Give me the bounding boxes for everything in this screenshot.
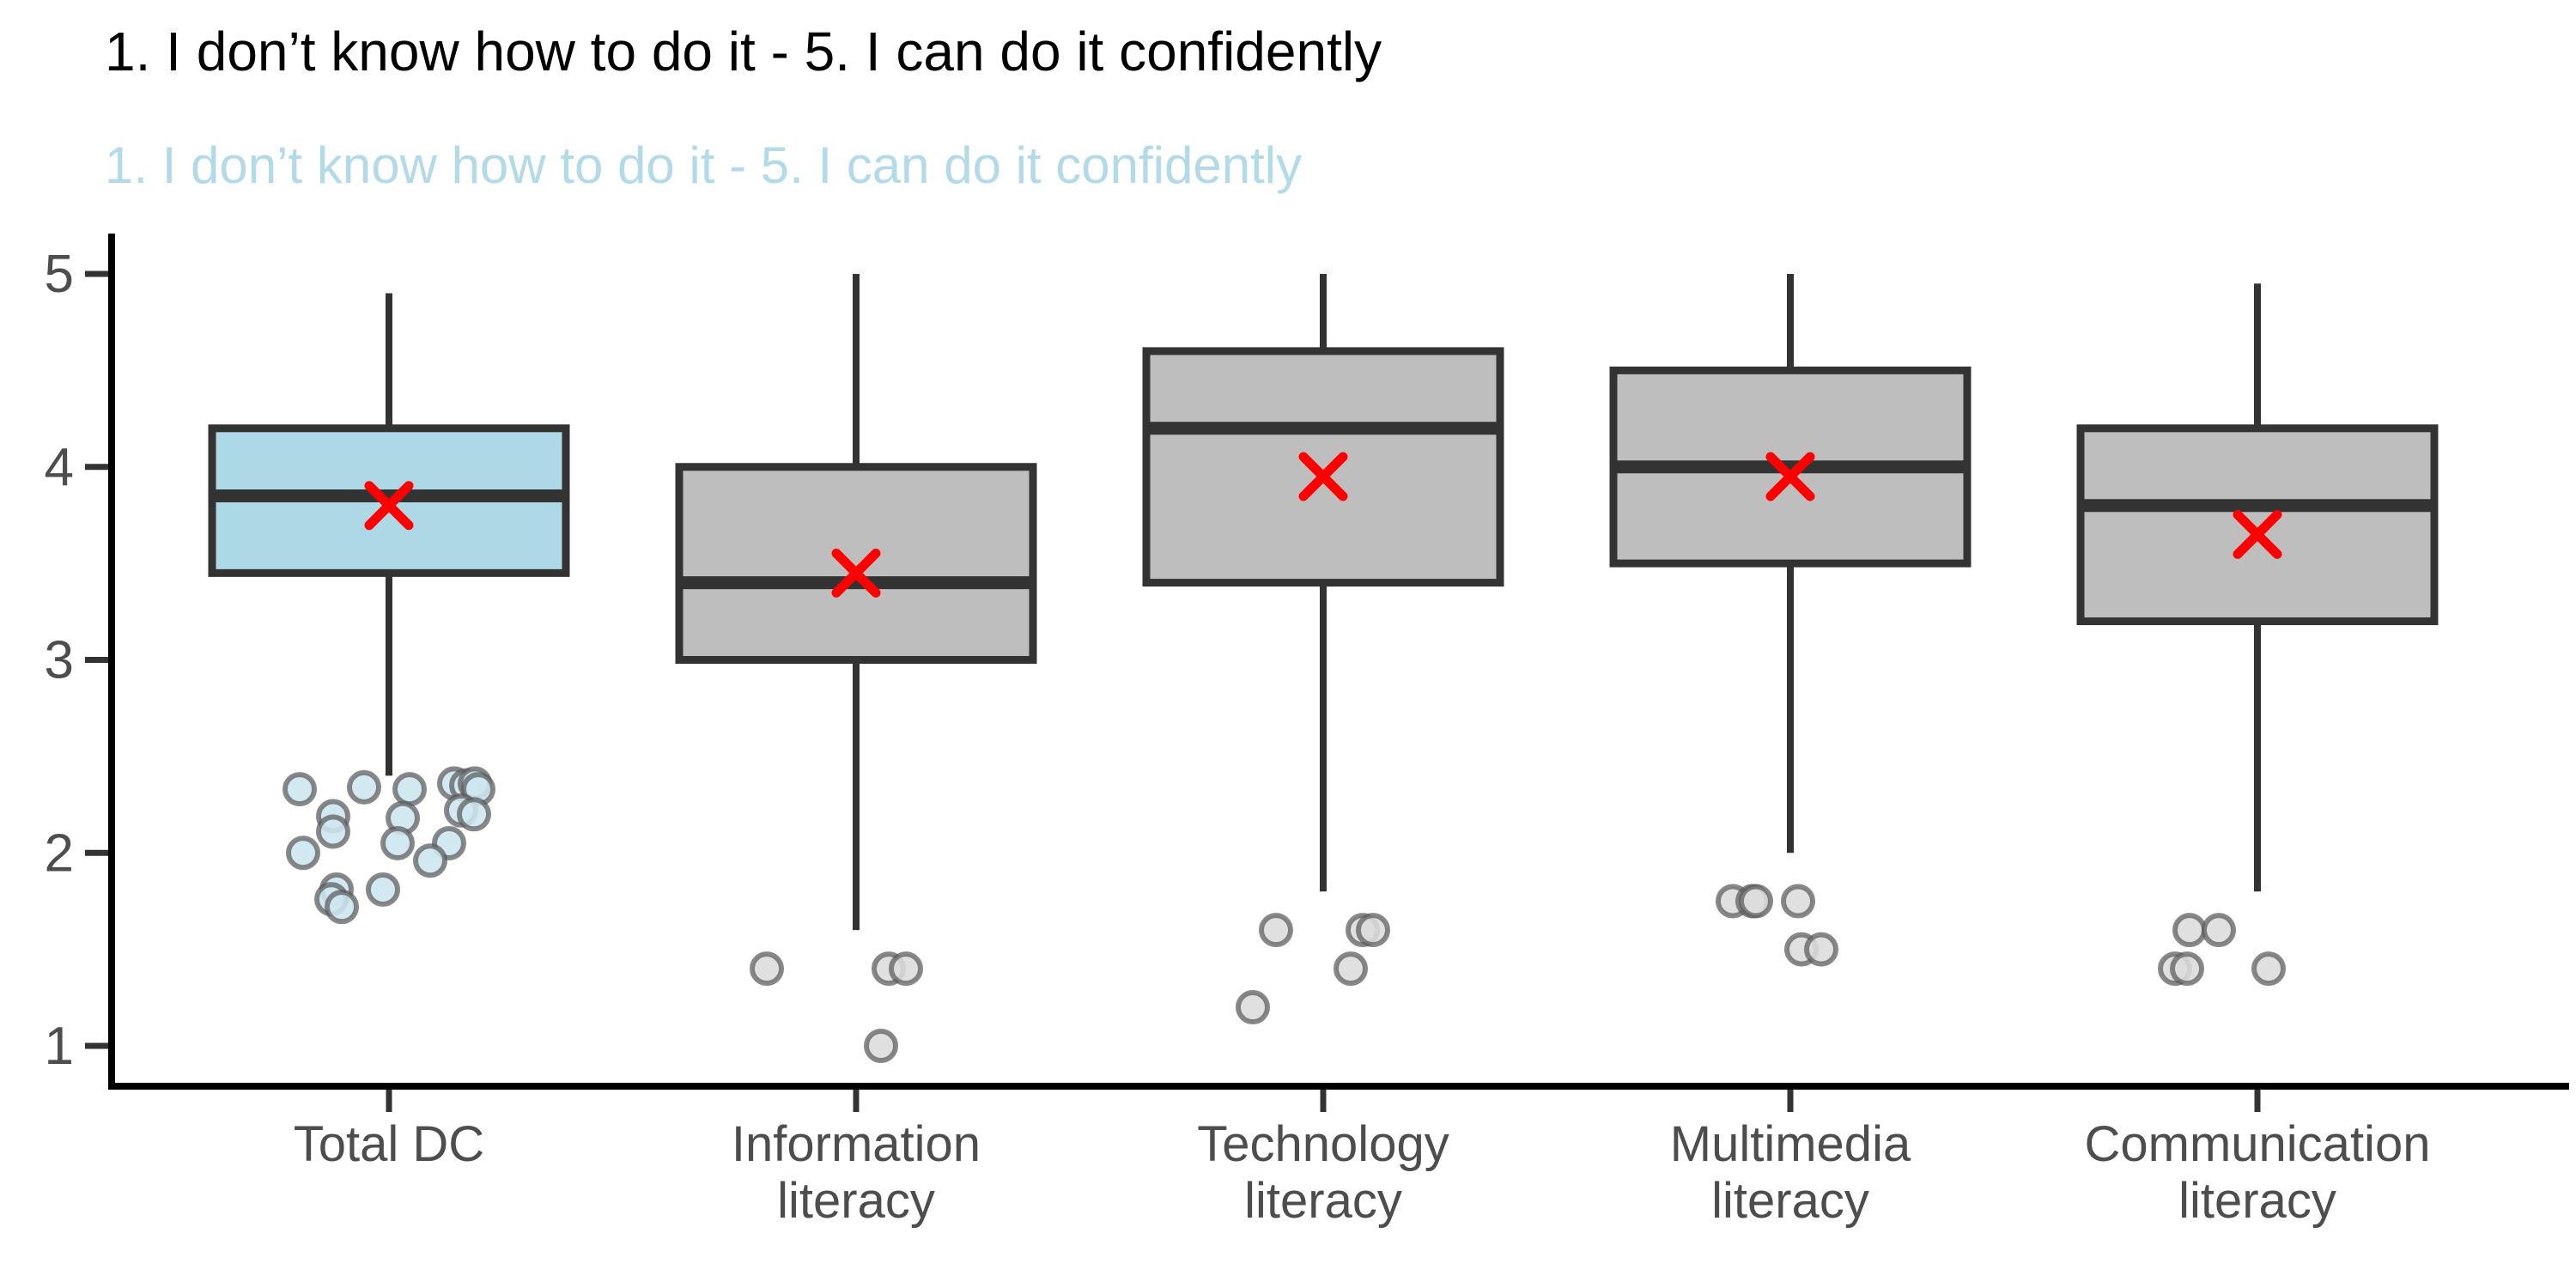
outlier-point (864, 1029, 898, 1063)
outlier-point (750, 951, 784, 987)
outlier-point (325, 890, 359, 925)
outlier-point (286, 835, 320, 871)
outlier-point (2251, 951, 2286, 987)
x-axis-category-label: literacy (777, 1173, 935, 1229)
x-axis-category-label: Technology (1197, 1116, 1449, 1172)
outlier-point (1804, 932, 1838, 967)
x-axis-category-label: Total DC (294, 1116, 484, 1172)
outlier-point (283, 772, 317, 807)
outlier-point (1259, 913, 1293, 948)
mean-marker (1765, 452, 1815, 501)
mean-marker (831, 548, 881, 598)
box-rect (675, 463, 1037, 664)
outlier-point (2172, 913, 2207, 948)
outlier-point (1334, 951, 1368, 987)
chart-subtitle: 1. I don’t know how to do it - 5. I can … (105, 137, 1302, 194)
outlier-point (1739, 884, 1773, 919)
outlier-point (1781, 884, 1815, 919)
outlier-point (392, 772, 427, 807)
y-tick-label: 4 (45, 438, 74, 497)
box-rect (2076, 424, 2439, 626)
outlier-point (2170, 951, 2204, 987)
outlier-point (347, 769, 381, 805)
x-axis-category-label: literacy (2178, 1173, 2336, 1229)
x-axis-category-label: Multimedia (1670, 1116, 1911, 1172)
outlier-point (889, 951, 923, 987)
outlier-point (366, 872, 400, 907)
outlier-point (1356, 913, 1390, 948)
box-rect (1142, 347, 1504, 587)
mean-marker (2233, 509, 2282, 559)
box-group-total-dc: Total DC (208, 293, 570, 1172)
x-axis-category-label: literacy (1711, 1173, 1869, 1229)
y-tick-label: 2 (45, 823, 74, 883)
outlier-point (457, 797, 491, 832)
x-axis-category-label: Information (732, 1116, 981, 1172)
y-tick-label: 1 (45, 1017, 74, 1076)
outlier-point (1236, 990, 1270, 1025)
outlier-point (316, 814, 350, 849)
outlier-point (380, 826, 415, 861)
outlier-point (413, 843, 447, 878)
mean-marker (364, 481, 414, 531)
chart-title: 1. I don’t know how to do it - 5. I can … (105, 21, 1382, 82)
x-axis-category-label: Communication (2085, 1116, 2431, 1172)
y-tick-label: 5 (45, 245, 74, 304)
outlier-point (2202, 913, 2236, 948)
mean-marker (1298, 452, 1348, 501)
y-tick-label: 3 (45, 631, 74, 690)
x-axis-category-label: literacy (1244, 1173, 1402, 1229)
